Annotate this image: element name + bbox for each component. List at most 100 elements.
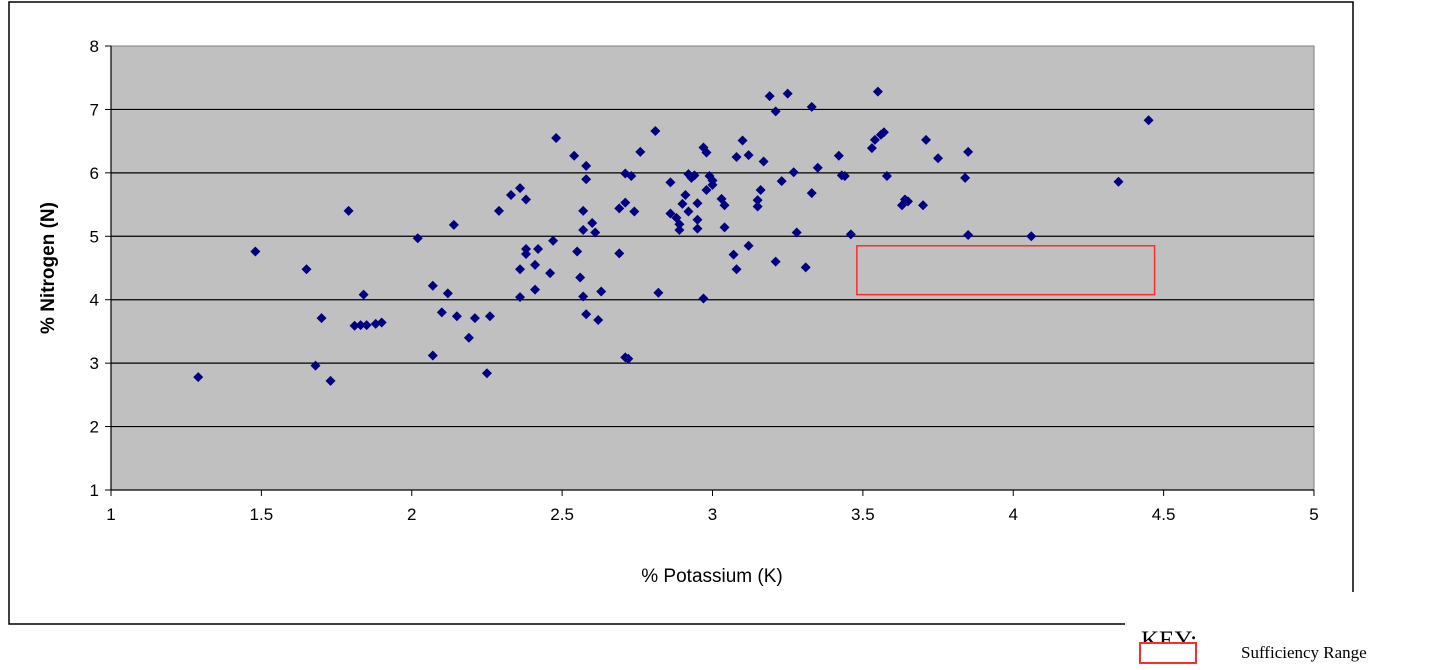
data-point (839, 171, 850, 182)
y-tick-label: 7 (90, 100, 99, 119)
sufficiency-range-box (856, 245, 1156, 296)
data-point (505, 190, 516, 201)
x-tick-label: 1 (106, 505, 115, 524)
data-point (752, 195, 763, 206)
data-point (764, 91, 775, 102)
data-point (800, 262, 811, 273)
legend-label: Sufficiency Range (1241, 643, 1367, 662)
data-point (533, 243, 544, 254)
data-point (902, 196, 913, 207)
data-point (358, 289, 369, 300)
data-point (581, 309, 592, 320)
data-point (629, 206, 640, 217)
data-point (833, 150, 844, 161)
data-point (650, 125, 661, 136)
x-tick-label: 3 (708, 505, 717, 524)
data-point (551, 132, 562, 143)
data-point (692, 223, 703, 234)
data-point (451, 311, 462, 322)
data-point (806, 188, 817, 199)
data-point (743, 240, 754, 251)
data-point (731, 152, 742, 162)
data-point (707, 175, 718, 186)
y-axis-label: % Nitrogen (N) (38, 202, 59, 334)
data-point (301, 264, 312, 275)
gridlines (111, 108, 1314, 428)
data-point (665, 208, 676, 219)
y-tick-label: 4 (90, 291, 99, 310)
x-tick-label: 4 (1009, 505, 1018, 524)
y-tick-label: 6 (90, 164, 99, 183)
x-tick-label: 1.5 (250, 505, 274, 524)
data-point (614, 248, 625, 259)
data-point (963, 146, 974, 157)
data-point (193, 372, 204, 383)
chart-frame (8, 1, 1354, 625)
data-point (782, 88, 793, 99)
data-point (719, 200, 730, 211)
data-point (469, 313, 480, 324)
data-point (674, 224, 685, 235)
y-tick-labels: 1 2 3 4 5 6 7 8 (90, 37, 99, 500)
x-tick-labels: 1 1.5 2 2.5 3 3.5 4 4.5 5 (106, 505, 1318, 524)
data-point (572, 246, 583, 257)
y-tick-label: 8 (90, 37, 99, 56)
data-point (677, 198, 688, 209)
y-tick-label: 1 (90, 481, 99, 500)
data-point (770, 256, 781, 267)
data-point (250, 246, 261, 257)
x-tick-label: 2 (407, 505, 416, 524)
data-point (521, 194, 532, 205)
data-point (596, 286, 607, 297)
data-point (881, 171, 892, 182)
data-point (545, 268, 556, 279)
data-point (521, 249, 532, 260)
data-point (692, 198, 703, 209)
data-point (1113, 176, 1124, 187)
data-point (578, 205, 589, 216)
data-point (521, 243, 532, 254)
data-point (963, 230, 974, 241)
data-point (776, 176, 787, 187)
data-point (812, 162, 823, 173)
data-point (623, 353, 634, 364)
data-point (442, 288, 453, 299)
data-point (427, 280, 438, 291)
data-point (674, 219, 685, 230)
data-point (701, 184, 712, 195)
data-point (933, 153, 944, 164)
x-tick-label: 2.5 (550, 505, 574, 524)
data-point (581, 174, 592, 185)
data-point (731, 264, 742, 275)
data-point (665, 177, 676, 188)
data-point (515, 183, 526, 194)
data-point (515, 292, 526, 303)
plot-area (110, 45, 1315, 491)
data-point (752, 201, 763, 212)
x-tick-label: 3.5 (851, 505, 875, 524)
data-point (325, 375, 336, 386)
data-point (581, 160, 592, 171)
data-point (515, 264, 526, 275)
data-point (680, 190, 691, 201)
data-point (755, 184, 766, 195)
legend-swatch (1139, 642, 1197, 664)
data-point (493, 205, 504, 216)
data-point (1143, 115, 1154, 126)
data-points (193, 86, 1154, 386)
x-axis-label: % Potassium (K) (641, 566, 782, 587)
y-tick-label: 3 (90, 354, 99, 373)
data-point (587, 217, 598, 228)
data-point (343, 205, 354, 216)
y-tick-label: 2 (90, 418, 99, 437)
data-point (361, 320, 372, 331)
data-point (578, 291, 589, 302)
data-point (316, 313, 327, 324)
data-point (918, 200, 929, 211)
data-point (866, 143, 877, 154)
data-point (791, 227, 802, 238)
data-point (578, 224, 589, 235)
data-point (349, 320, 360, 331)
data-point (872, 86, 883, 97)
data-point (737, 135, 748, 146)
